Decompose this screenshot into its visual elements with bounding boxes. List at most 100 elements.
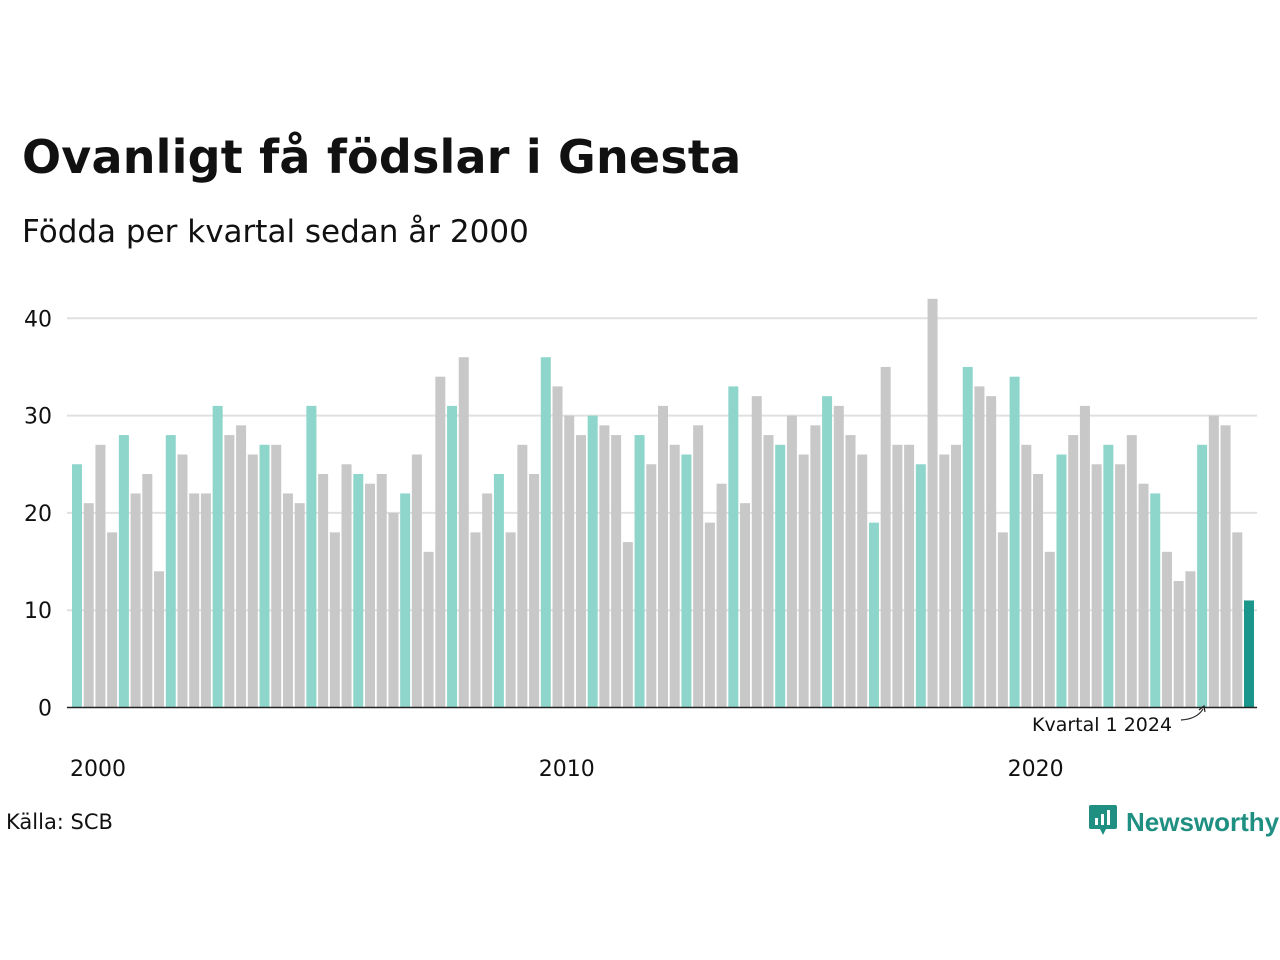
bar (1126, 435, 1137, 708)
bar (997, 532, 1008, 708)
bar (704, 522, 715, 708)
bar-chart-speech-bubble-icon (1088, 803, 1118, 841)
annotation-label: Kvartal 1 2024 (1032, 714, 1172, 736)
y-tick-label: 40 (24, 307, 52, 332)
bar (810, 425, 821, 708)
bar (165, 435, 176, 708)
bar (622, 542, 633, 708)
bar (282, 493, 293, 708)
bar (447, 405, 458, 708)
bar (83, 503, 94, 708)
bar (1103, 444, 1114, 708)
bar (72, 464, 82, 708)
bar (529, 473, 540, 708)
bar (681, 454, 692, 708)
bar (833, 405, 844, 708)
bar (1033, 473, 1044, 708)
bar (388, 512, 399, 708)
bar (259, 444, 270, 708)
source-note: Källa: SCB (6, 810, 113, 834)
bar (611, 435, 622, 708)
bar (775, 444, 786, 708)
bar (962, 366, 973, 708)
bar (1091, 464, 1102, 708)
bar (646, 464, 657, 708)
bar (1208, 415, 1219, 708)
bar (599, 425, 610, 708)
chart-title: Ovanligt få födslar i Gnesta (22, 130, 742, 184)
bar (411, 454, 422, 708)
bar (118, 435, 129, 708)
bar (986, 396, 997, 708)
bar (552, 386, 563, 708)
x-tick-label: 2010 (539, 757, 595, 782)
y-tick-label: 20 (24, 502, 52, 527)
bar (458, 357, 469, 708)
bar (575, 435, 586, 708)
bar (951, 444, 961, 708)
bar (1056, 454, 1067, 708)
bar (271, 444, 282, 708)
bar (107, 532, 118, 708)
bar (353, 473, 364, 708)
x-tick-label: 2000 (70, 757, 126, 782)
bar (306, 405, 317, 708)
bar (517, 444, 528, 708)
annotation: Kvartal 1 2024 (1032, 704, 1206, 736)
bar (505, 532, 516, 708)
bar (1173, 581, 1184, 708)
bar (1185, 571, 1196, 708)
chart-subtitle: Födda per kvartal sedan år 2000 (22, 214, 529, 250)
bar (716, 483, 727, 708)
bar (786, 415, 797, 708)
bar (939, 454, 950, 708)
bar (915, 464, 926, 708)
bar (974, 386, 985, 708)
bar (1220, 425, 1231, 708)
bar (587, 415, 598, 708)
bar (1244, 600, 1254, 708)
y-tick-label: 30 (24, 405, 52, 430)
bar (236, 425, 247, 708)
bar (1044, 551, 1055, 708)
bar (493, 473, 504, 708)
bar (857, 454, 868, 708)
bar (1138, 483, 1149, 708)
bar (1009, 376, 1020, 708)
bar (130, 493, 141, 708)
bar (1161, 551, 1172, 708)
bar (177, 454, 188, 708)
bar (822, 396, 833, 708)
bar (728, 386, 739, 708)
bar (470, 532, 481, 708)
bar (927, 298, 938, 708)
bar (1115, 464, 1126, 708)
bar (1197, 444, 1208, 708)
bar (880, 366, 891, 708)
bar (564, 415, 575, 708)
bar (892, 444, 903, 708)
bar (400, 493, 411, 708)
bar (845, 435, 856, 708)
brand[interactable]: Newsworthy (1088, 803, 1279, 841)
bar (95, 444, 106, 708)
x-tick-label: 2020 (1008, 757, 1064, 782)
y-axis-labels: 0 10 20 30 40 (24, 307, 52, 721)
bar (1150, 493, 1161, 708)
bar (224, 435, 235, 708)
bar (329, 532, 340, 708)
y-tick-label: 10 (24, 599, 52, 624)
bar (658, 405, 668, 708)
bar (435, 376, 446, 708)
bar (751, 396, 762, 708)
bar (1068, 435, 1079, 708)
bar (212, 405, 223, 708)
bar (634, 435, 645, 708)
bar (482, 493, 493, 708)
bar (423, 551, 434, 708)
bar (1232, 532, 1243, 708)
bar (740, 503, 751, 708)
brand-name: Newsworthy (1126, 806, 1280, 837)
bar (798, 454, 809, 708)
bar (904, 444, 915, 708)
